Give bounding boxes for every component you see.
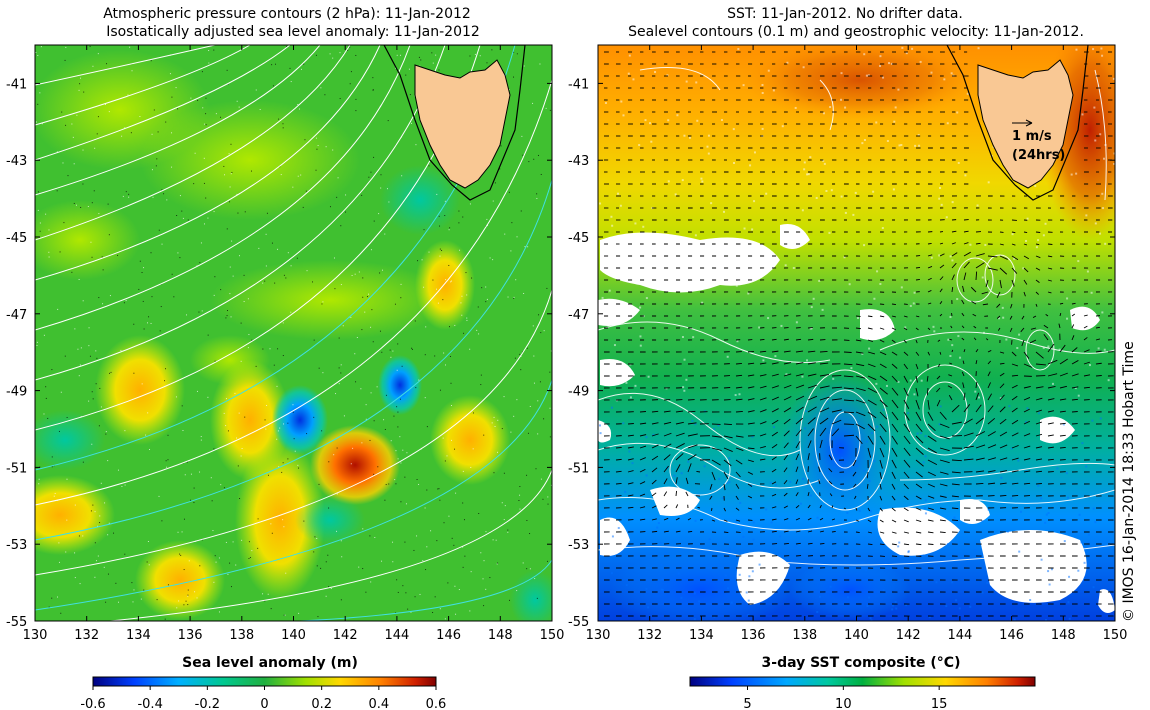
colorbar-tick-label: -0.6 (80, 697, 105, 710)
sea-level-anomaly-field (35, 45, 552, 621)
x-tick-label: 140 (844, 628, 869, 643)
right-axes: 130 132 134 136 138 140 142 144 146 148 150 -41 -43 -… (568, 45, 1127, 643)
x-tick-label: 136 (178, 628, 203, 643)
y-tick-label: -55 (6, 615, 27, 630)
x-tick-label: 138 (229, 628, 254, 643)
colorbar-tick-label: -0.2 (195, 697, 220, 710)
colorbar-tick-label: 15 (931, 697, 948, 710)
colorbar-tick-label: 0.6 (426, 697, 447, 710)
x-tick-label: 142 (896, 628, 921, 643)
right-map-panel: SST: 11-Jan-2012. No drifter data. Seale… (568, 6, 1127, 710)
sst-field: 1 m/s (24hrs) (598, 45, 1115, 621)
x-tick-label: 132 (74, 628, 99, 643)
colorbar-tick-label: 0.4 (368, 697, 389, 710)
x-tick-label: 142 (333, 628, 358, 643)
x-tick-label: 136 (741, 628, 766, 643)
left-colorbar-label: Sea level anomaly (m) (182, 655, 358, 671)
left-title-line2: Isostatically adjusted sea level anomaly… (106, 24, 480, 40)
pressure-contours (35, 45, 552, 621)
tasmania-landmass-right (977, 59, 1074, 189)
y-tick-label: -43 (568, 154, 589, 169)
x-tick-label: 148 (1051, 628, 1076, 643)
y-tick-label: -47 (568, 308, 589, 323)
tasmania-landmass (414, 59, 511, 189)
geostrophic-velocity-vectors (603, 51, 1114, 617)
colorbar-tick-label: 5 (743, 697, 751, 710)
left-title-line1: Atmospheric pressure contours (2 hPa): 1… (103, 6, 471, 22)
x-tick-label: 132 (637, 628, 662, 643)
imos-credit: © IMOS 16-Jan-2014 18:33 Hobart Time (1121, 341, 1137, 622)
left-axes: 130 132 134 136 138 140 142 144 146 148 150 -41 -43 -… (6, 45, 564, 643)
right-title-line1: SST: 11-Jan-2012. No drifter data. (727, 6, 963, 22)
x-tick-label: 150 (540, 628, 565, 643)
x-tick-label: 144 (947, 628, 972, 643)
y-tick-label: -53 (6, 538, 27, 553)
y-tick-label: -41 (568, 77, 589, 92)
y-tick-label: -45 (6, 231, 27, 246)
x-tick-label: 148 (488, 628, 513, 643)
y-tick-label: -49 (568, 385, 589, 400)
y-tick-label: -51 (6, 461, 27, 476)
cloud-mask (598, 224, 1115, 614)
scale-arrow-sublabel: (24hrs) (1012, 148, 1065, 163)
right-colorbar-ticks: 5 10 15 (743, 686, 947, 710)
y-tick-label: -41 (6, 77, 27, 92)
x-tick-label: 130 (23, 628, 48, 643)
x-tick-label: 146 (436, 628, 461, 643)
colorbar-tick-label: 0 (260, 697, 268, 710)
scale-arrow-label: 1 m/s (1012, 129, 1052, 144)
sea-level-colorbar (92, 676, 437, 687)
y-tick-label: -45 (568, 231, 589, 246)
y-tick-label: -51 (568, 461, 589, 476)
x-tick-label: 144 (384, 628, 409, 643)
x-tick-label: 134 (126, 628, 151, 643)
y-tick-label: -49 (6, 385, 27, 400)
colorbar-tick-label: -0.4 (137, 697, 162, 710)
left-stipple (35, 45, 552, 620)
x-tick-label: 146 (999, 628, 1024, 643)
y-tick-label: -47 (6, 308, 27, 323)
y-tick-label: -53 (568, 538, 589, 553)
colorbar-tick-label: 10 (835, 697, 852, 710)
right-title-line2: Sealevel contours (0.1 m) and geostrophi… (628, 24, 1084, 40)
left-colorbar-ticks: -0.6 -0.4 -0.2 0 0.2 0.4 0.6 (80, 686, 446, 710)
colorbar-tick-label: 0.2 (311, 697, 332, 710)
left-map-panel: Atmospheric pressure contours (2 hPa): 1… (6, 6, 564, 710)
x-tick-label: 134 (689, 628, 714, 643)
x-tick-label: 140 (281, 628, 306, 643)
y-tick-label: -43 (6, 154, 27, 169)
x-tick-label: 138 (792, 628, 817, 643)
x-tick-label: 150 (1103, 628, 1128, 643)
x-tick-label: 130 (586, 628, 611, 643)
sealevel-contours (598, 67, 1115, 566)
sst-colorbar (689, 676, 1036, 687)
y-tick-label: -55 (568, 615, 589, 630)
right-colorbar-label: 3-day SST composite (°C) (762, 655, 961, 671)
